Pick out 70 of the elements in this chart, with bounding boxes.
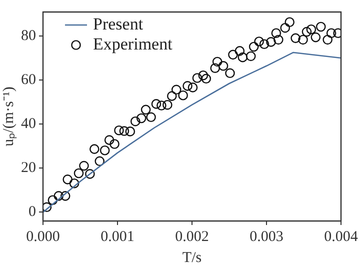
point	[48, 195, 58, 205]
x-tick-label: 0.003	[250, 228, 284, 245]
point	[218, 61, 228, 71]
point	[192, 73, 202, 83]
y-axis-title: uₚ/(m·s⁻¹)	[0, 86, 17, 146]
point	[110, 139, 120, 149]
point	[254, 36, 264, 46]
x-axis-title: T/s	[182, 250, 202, 266]
point	[100, 145, 110, 156]
point	[228, 50, 238, 60]
point	[326, 28, 336, 38]
point	[246, 51, 256, 62]
y-tick-label: 0	[28, 204, 36, 220]
point	[271, 28, 282, 38]
x-tick-label: 0.002	[175, 228, 209, 245]
x-tick-label: 0.000	[26, 228, 60, 245]
point	[156, 100, 166, 110]
point	[74, 168, 84, 178]
point	[104, 135, 114, 145]
point	[259, 39, 270, 50]
x-tick-label: 0.004	[324, 228, 358, 245]
point	[212, 56, 222, 67]
x-tick-label: 0.001	[100, 228, 134, 245]
y-tick-label: 40	[21, 116, 36, 132]
point	[210, 63, 220, 73]
point	[298, 34, 308, 45]
point	[306, 24, 316, 34]
point	[130, 116, 140, 126]
point	[162, 100, 172, 110]
point	[85, 169, 95, 179]
point	[94, 156, 105, 166]
point	[182, 81, 192, 91]
point	[119, 126, 130, 136]
point	[322, 34, 332, 45]
point	[125, 126, 136, 136]
point	[178, 90, 188, 100]
point	[166, 91, 177, 101]
point	[114, 125, 124, 136]
point	[90, 144, 100, 154]
point	[151, 99, 162, 109]
legend-label: Experiment	[93, 34, 173, 54]
point	[69, 178, 80, 188]
y-tick-label: 20	[21, 160, 36, 176]
point	[316, 22, 326, 32]
point	[146, 112, 156, 122]
point	[188, 82, 198, 92]
point	[280, 22, 290, 33]
point	[140, 104, 151, 115]
y-tick-label: 60	[21, 72, 36, 88]
point	[225, 68, 235, 78]
point	[248, 42, 259, 52]
y-tick-label: 80	[21, 28, 36, 44]
point	[79, 160, 89, 171]
point	[238, 52, 248, 62]
point	[234, 46, 245, 56]
point	[54, 191, 64, 201]
point	[284, 17, 294, 28]
point	[60, 191, 70, 201]
point	[43, 202, 52, 212]
point	[266, 37, 276, 47]
point	[274, 34, 284, 45]
legend-label: Present	[93, 14, 144, 34]
point	[302, 26, 312, 37]
point	[290, 33, 300, 44]
point	[201, 74, 212, 84]
point	[310, 32, 321, 42]
point	[198, 70, 208, 80]
point	[136, 113, 146, 124]
point	[171, 84, 182, 95]
point	[62, 174, 72, 184]
